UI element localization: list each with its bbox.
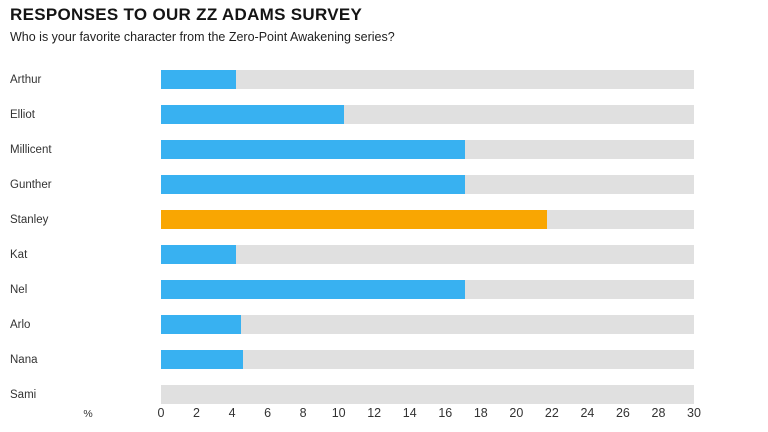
bar-fill bbox=[161, 140, 465, 159]
axis-tick-label: 24 bbox=[580, 406, 595, 420]
bar-fill bbox=[161, 315, 241, 334]
axis-tick-label: 30 bbox=[687, 406, 701, 420]
bar-track bbox=[161, 385, 694, 404]
bar-row: Nana bbox=[0, 342, 768, 377]
category-label: Millicent bbox=[10, 143, 52, 156]
category-label: Arlo bbox=[10, 318, 31, 331]
bar-fill bbox=[161, 350, 243, 369]
category-label: Stanley bbox=[10, 213, 49, 226]
bar-fill bbox=[161, 210, 547, 229]
axis-tick-label: 18 bbox=[473, 406, 488, 420]
bar-track bbox=[161, 280, 694, 299]
bar-fill bbox=[161, 175, 465, 194]
bar-fill bbox=[161, 245, 236, 264]
bar-fill bbox=[161, 70, 236, 89]
bar-row: Elliot bbox=[0, 97, 768, 132]
axis-tick-label: 28 bbox=[651, 406, 666, 420]
x-axis: 0 2 4 6 8 10 12 14 16 18 20 22 24 26 28 30 bbox=[157, 406, 701, 426]
axis-tick-label: 10 bbox=[331, 406, 346, 420]
bar-row: Arlo bbox=[0, 307, 768, 342]
bar-track bbox=[161, 140, 694, 159]
bar-fill bbox=[161, 280, 465, 299]
bar-row: Millicent bbox=[0, 132, 768, 167]
category-label: Kat bbox=[10, 248, 28, 261]
bar-row: Sami bbox=[0, 377, 768, 412]
axis-tick-label: 8 bbox=[299, 406, 307, 420]
bar-track bbox=[161, 70, 694, 89]
chart-subtitle: Who is your favorite character from the … bbox=[10, 30, 395, 44]
axis-unit-label: % bbox=[83, 408, 93, 420]
bar-track bbox=[161, 315, 694, 334]
bar-row: Nel bbox=[0, 272, 768, 307]
axis-tick-label: 20 bbox=[509, 406, 524, 420]
axis-tick-label: 6 bbox=[264, 406, 272, 420]
category-label: Nana bbox=[10, 353, 38, 366]
category-label: Nel bbox=[10, 283, 28, 296]
axis-tick-label: 4 bbox=[228, 406, 236, 420]
bar-chart: Arthur Elliot Millicent Gunther Stanley … bbox=[0, 62, 768, 412]
axis-tick-label: 22 bbox=[544, 406, 559, 420]
axis-tick-label: 16 bbox=[438, 406, 453, 420]
bar-row: Stanley bbox=[0, 202, 768, 237]
bar-fill bbox=[161, 105, 344, 124]
axis-tick-label: 0 bbox=[157, 406, 165, 420]
bar-row: Kat bbox=[0, 237, 768, 272]
category-label: Elliot bbox=[10, 108, 35, 121]
category-label: Arthur bbox=[10, 73, 42, 86]
category-label: Gunther bbox=[10, 178, 52, 191]
axis-tick-label: 2 bbox=[193, 406, 201, 420]
bar-track bbox=[161, 105, 694, 124]
bar-track bbox=[161, 245, 694, 264]
axis-tick-label: 26 bbox=[615, 406, 630, 420]
category-label: Sami bbox=[10, 388, 37, 401]
bar-row: Arthur bbox=[0, 62, 768, 97]
bar-row: Gunther bbox=[0, 167, 768, 202]
axis-tick-label: 14 bbox=[402, 406, 417, 420]
chart-title: RESPONSES TO OUR ZZ ADAMS SURVEY bbox=[10, 5, 363, 24]
bar-track bbox=[161, 210, 694, 229]
axis-tick-label: 12 bbox=[367, 406, 382, 420]
bar-track bbox=[161, 350, 694, 369]
bar-track bbox=[161, 175, 694, 194]
